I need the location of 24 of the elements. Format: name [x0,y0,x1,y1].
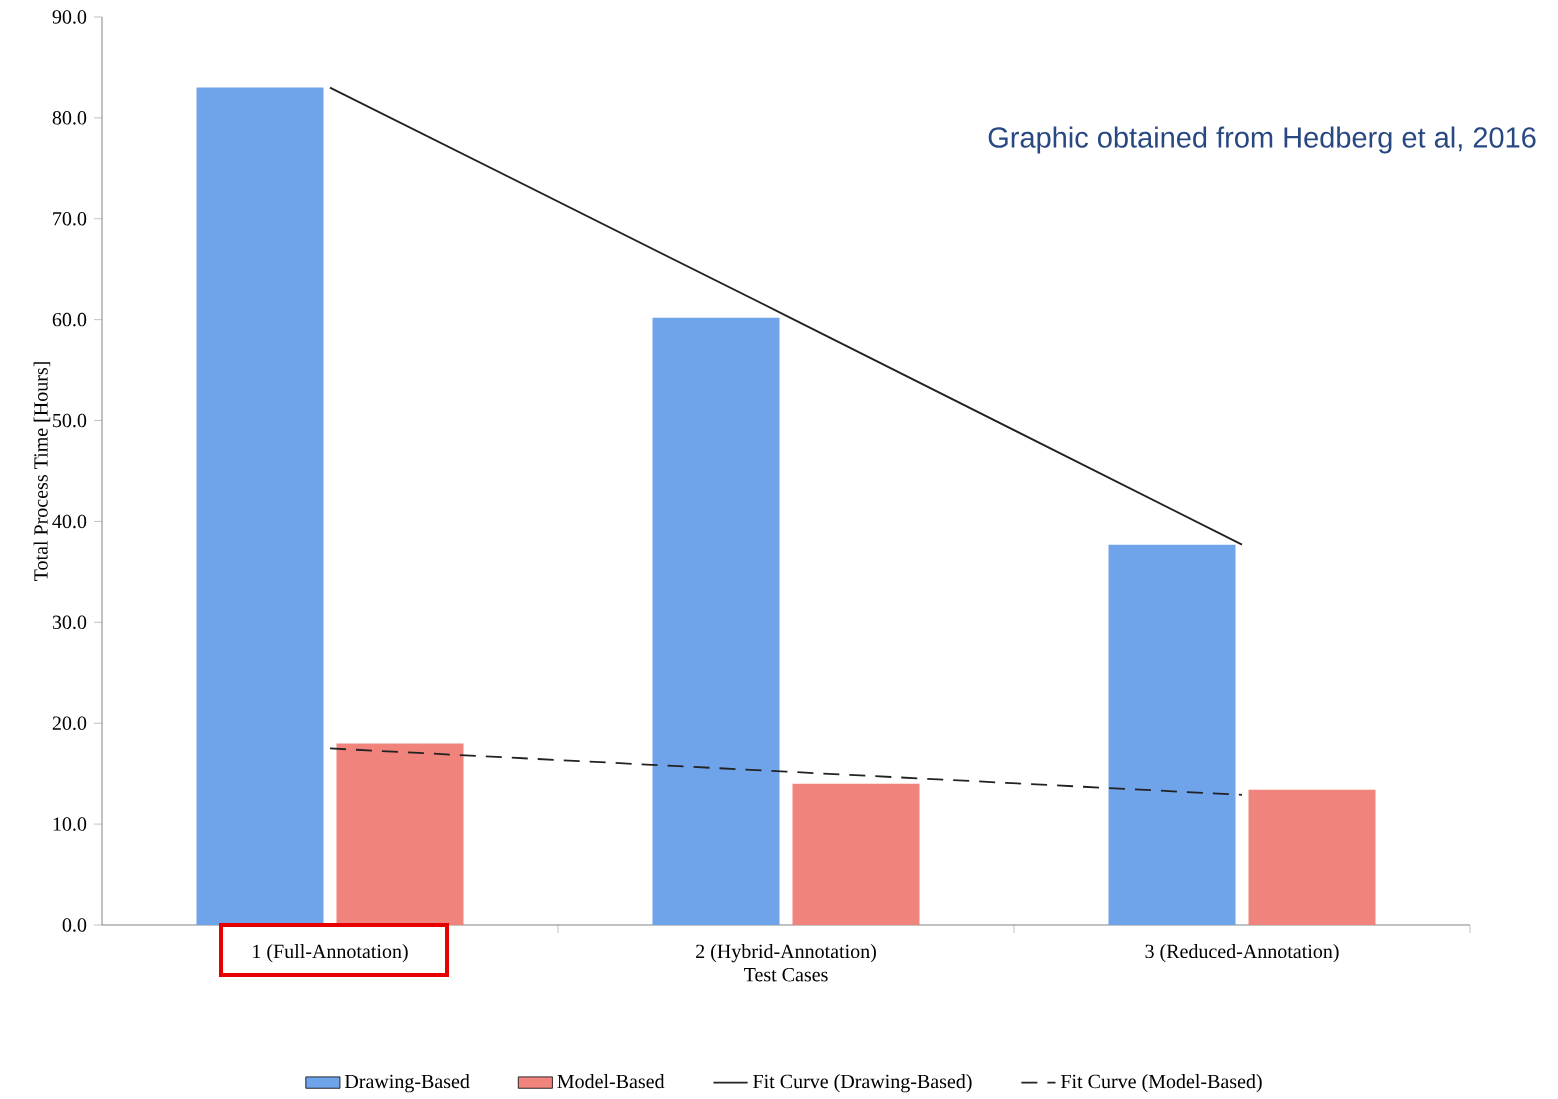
legend-label: Fit Curve (Drawing-Based) [753,1074,972,1093]
y-tick-label: 20.0 [52,716,87,730]
annotation: Graphic obtained from Hedberg et al, 2016 [988,126,1536,154]
bar [1108,544,1236,925]
y-tick-label: 50.0 [53,413,87,428]
x-tick-label: 3 (Reduced-Annotation) [1145,944,1339,963]
y-tick-label: 80.0 [52,111,87,125]
y-axis-title: Total Process Time [Hours] [33,362,51,581]
y-tick-label: 30.0 [52,615,87,630]
y-tick-label: 0.0 [62,918,87,932]
x-tick-label: 1 (Full-Annotation) [253,944,408,963]
x-axis-title: Test Cases [744,967,828,982]
y-tick-label: 90.0 [52,10,87,24]
y-tick-label: 70.0 [53,211,87,226]
legend-label: Fit Curve (Model-Based) [1060,1074,1262,1093]
legend-label: Drawing-Based [344,1074,470,1093]
bar [792,783,920,925]
x-tick-label: 2 (Hybrid-Annotation) [696,944,876,963]
y-tick-label: 60.0 [52,312,87,327]
y-tick-label: 10.0 [53,817,87,831]
y-tick-label: 40.0 [52,514,87,529]
bar [1248,789,1376,925]
bar [652,317,780,925]
legend-label: Model-Based [557,1074,665,1089]
